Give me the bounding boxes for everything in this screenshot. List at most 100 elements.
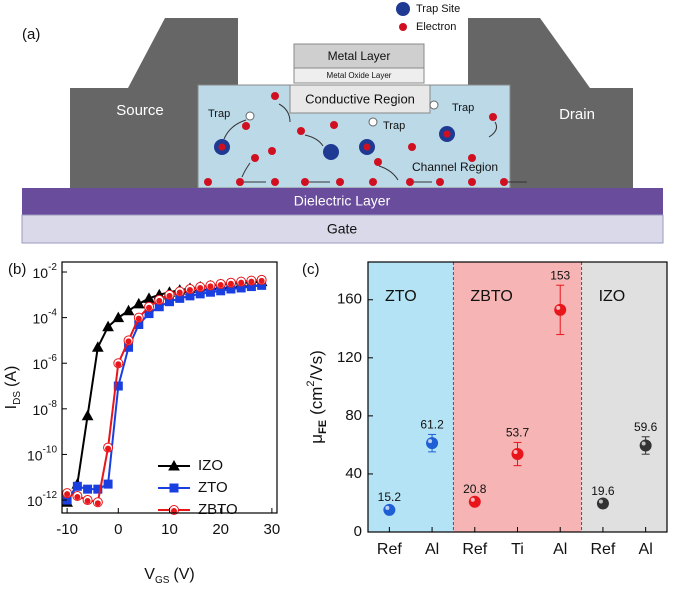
arrow xyxy=(278,103,291,123)
marker xyxy=(72,481,82,491)
series-line xyxy=(66,284,262,501)
x-tick-label: Al xyxy=(553,541,567,558)
arrow xyxy=(304,134,324,147)
label-unit: (cm xyxy=(307,387,326,415)
value-label: 53.7 xyxy=(506,426,530,440)
electron xyxy=(271,178,279,186)
series-line xyxy=(66,278,262,504)
drain-label: Drain xyxy=(559,106,595,123)
marker-core xyxy=(217,281,224,288)
trap-sites xyxy=(214,126,455,160)
tick-exponent: -10 xyxy=(43,444,58,455)
electron xyxy=(251,154,259,162)
group-region xyxy=(368,262,454,532)
marker-core xyxy=(105,445,112,452)
electron xyxy=(374,158,382,166)
y-tick-label: 0 xyxy=(354,523,362,540)
marker-core xyxy=(64,491,71,498)
electron xyxy=(242,122,250,130)
marker-core xyxy=(94,500,101,507)
point-highlight xyxy=(385,505,390,510)
y-tick-label: 10-4 xyxy=(33,307,58,326)
series-line xyxy=(66,280,262,503)
marker xyxy=(122,304,135,316)
value-label: 19.6 xyxy=(591,484,615,498)
marker-core xyxy=(238,279,245,286)
marker xyxy=(93,484,103,494)
electron xyxy=(271,92,279,100)
x-tick-label: Al xyxy=(425,541,439,558)
tick-exponent: -4 xyxy=(48,307,57,318)
metal-layer xyxy=(293,43,425,69)
point xyxy=(596,497,609,510)
marker xyxy=(103,479,113,489)
empty-trap xyxy=(429,100,439,110)
electron xyxy=(468,178,476,186)
conductive-region-label: Conductive Region xyxy=(305,91,415,106)
value-label: 20.8 xyxy=(463,482,487,496)
x-tick-label: Al xyxy=(639,541,653,558)
marker xyxy=(169,483,179,493)
legend-label: ZBTO xyxy=(198,501,238,518)
dielectric-label: Dielectric Layer xyxy=(294,193,391,209)
y-axis-label: μFE (cm2/Vs) xyxy=(305,350,329,444)
electron xyxy=(297,127,305,135)
x-tick-label: 0 xyxy=(114,521,122,538)
electron xyxy=(204,178,212,186)
tick-exponent: -2 xyxy=(48,262,57,273)
marker-core xyxy=(248,278,255,285)
empty-traps xyxy=(245,100,439,127)
y-tick-label: 80 xyxy=(345,407,362,424)
x-tick-label: Ti xyxy=(511,541,524,558)
electron xyxy=(236,178,244,186)
marker-core xyxy=(227,280,234,287)
marker-core xyxy=(146,304,153,311)
legend-trap: Trap Site xyxy=(416,3,460,15)
tick-base: 10 xyxy=(33,356,49,372)
panel-label: (b) xyxy=(8,261,26,278)
tick-exponent: -6 xyxy=(48,353,57,364)
marker-core xyxy=(186,286,193,293)
marker xyxy=(132,297,145,309)
label-main: I xyxy=(3,405,20,409)
metal-layer-label: Metal Layer xyxy=(328,49,391,63)
tick-base: 10 xyxy=(33,265,49,281)
legend-label: IZO xyxy=(198,457,223,474)
y-tick-label: 10-12 xyxy=(27,490,57,509)
electron xyxy=(500,178,508,186)
y-tick-label: 40 xyxy=(345,465,362,482)
marker xyxy=(91,341,104,352)
y-tick-label: 120 xyxy=(337,349,362,366)
electron xyxy=(330,121,338,129)
marker-core xyxy=(176,289,183,296)
arrow xyxy=(241,162,251,178)
label-sup: 2 xyxy=(305,380,317,386)
group-label: IZO xyxy=(599,288,626,305)
tick-base: 10 xyxy=(33,402,49,418)
point-highlight xyxy=(470,497,475,502)
electron xyxy=(301,178,309,186)
marker xyxy=(83,484,93,494)
electron xyxy=(489,113,497,121)
trap-site xyxy=(323,144,339,160)
legend-electron: Electron xyxy=(416,21,456,33)
electron xyxy=(468,154,476,162)
electron xyxy=(443,130,451,138)
empty-trap xyxy=(368,117,378,127)
tick-base: 10 xyxy=(33,310,49,326)
label-main: V xyxy=(144,566,155,583)
electron xyxy=(268,147,276,155)
point xyxy=(426,437,439,450)
marker-core xyxy=(125,338,132,345)
point-highlight xyxy=(513,450,518,455)
marker xyxy=(168,459,180,471)
label-sub: FE xyxy=(317,420,329,434)
electron xyxy=(408,143,416,151)
point-highlight xyxy=(428,439,433,444)
electrons xyxy=(204,92,508,186)
source-label: Source xyxy=(116,102,164,119)
metal-oxide-label: Metal Oxide Layer xyxy=(327,71,392,80)
tick-exponent: -8 xyxy=(48,398,57,409)
value-label: 153 xyxy=(550,268,570,282)
legend-electron-icon xyxy=(399,23,407,31)
